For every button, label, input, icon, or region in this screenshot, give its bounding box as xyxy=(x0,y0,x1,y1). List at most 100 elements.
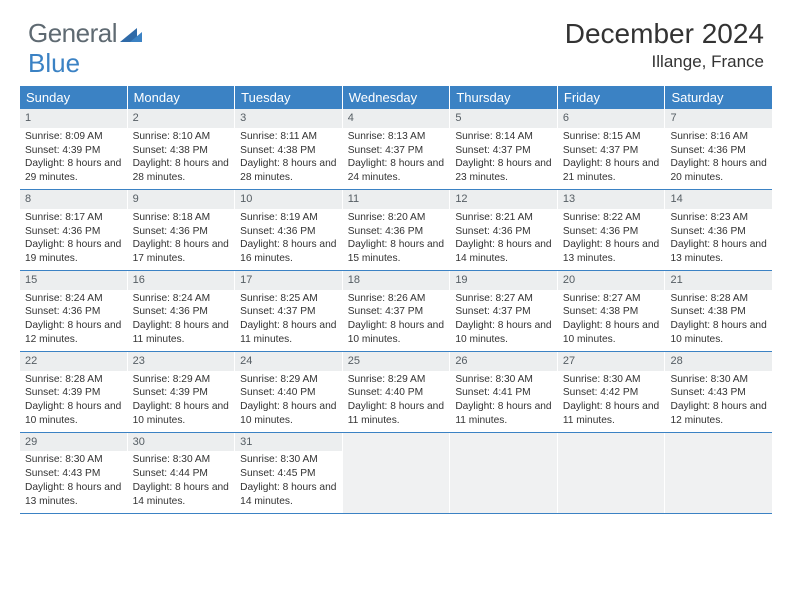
sunrise-text: Sunrise: 8:30 AM xyxy=(25,453,123,467)
day-number: 25 xyxy=(343,352,450,371)
day-number: 31 xyxy=(235,433,342,452)
daylight-text: Daylight: 8 hours and 24 minutes. xyxy=(348,157,446,185)
sunset-text: Sunset: 4:36 PM xyxy=(670,144,768,158)
day-cell: 3Sunrise: 8:11 AMSunset: 4:38 PMDaylight… xyxy=(235,109,343,189)
day-body: Sunrise: 8:29 AMSunset: 4:39 PMDaylight:… xyxy=(128,373,235,428)
daylight-text: Daylight: 8 hours and 23 minutes. xyxy=(455,157,553,185)
sunset-text: Sunset: 4:43 PM xyxy=(670,386,768,400)
week-row: 29Sunrise: 8:30 AMSunset: 4:43 PMDayligh… xyxy=(20,433,772,514)
brand-general: General xyxy=(28,18,117,49)
sunset-text: Sunset: 4:36 PM xyxy=(348,225,446,239)
daylight-text: Daylight: 8 hours and 17 minutes. xyxy=(133,238,231,266)
sunset-text: Sunset: 4:40 PM xyxy=(240,386,338,400)
day-cell: 20Sunrise: 8:27 AMSunset: 4:38 PMDayligh… xyxy=(558,271,666,351)
sunset-text: Sunset: 4:38 PM xyxy=(670,305,768,319)
day-number: 6 xyxy=(558,109,665,128)
sunrise-text: Sunrise: 8:30 AM xyxy=(563,373,661,387)
day-cell: 30Sunrise: 8:30 AMSunset: 4:44 PMDayligh… xyxy=(128,433,236,513)
day-number: 15 xyxy=(20,271,127,290)
sunset-text: Sunset: 4:37 PM xyxy=(455,144,553,158)
daylight-text: Daylight: 8 hours and 11 minutes. xyxy=(240,319,338,347)
sunrise-text: Sunrise: 8:16 AM xyxy=(670,130,768,144)
day-cell: 1Sunrise: 8:09 AMSunset: 4:39 PMDaylight… xyxy=(20,109,128,189)
daylight-text: Daylight: 8 hours and 13 minutes. xyxy=(670,238,768,266)
sunrise-text: Sunrise: 8:30 AM xyxy=(133,453,231,467)
day-cell: 27Sunrise: 8:30 AMSunset: 4:42 PMDayligh… xyxy=(558,352,666,432)
sunrise-text: Sunrise: 8:20 AM xyxy=(348,211,446,225)
day-cell: 18Sunrise: 8:26 AMSunset: 4:37 PMDayligh… xyxy=(343,271,451,351)
day-number: 8 xyxy=(20,190,127,209)
day-number: 5 xyxy=(450,109,557,128)
daylight-text: Daylight: 8 hours and 10 minutes. xyxy=(348,319,446,347)
daylight-text: Daylight: 8 hours and 10 minutes. xyxy=(25,400,123,428)
day-number: 10 xyxy=(235,190,342,209)
day-body: Sunrise: 8:14 AMSunset: 4:37 PMDaylight:… xyxy=(450,130,557,185)
day-body: Sunrise: 8:25 AMSunset: 4:37 PMDaylight:… xyxy=(235,292,342,347)
day-cell: 7Sunrise: 8:16 AMSunset: 4:36 PMDaylight… xyxy=(665,109,772,189)
sunrise-text: Sunrise: 8:10 AM xyxy=(133,130,231,144)
weekday-header: Thursday xyxy=(450,86,558,109)
day-body: Sunrise: 8:19 AMSunset: 4:36 PMDaylight:… xyxy=(235,211,342,266)
sunset-text: Sunset: 4:41 PM xyxy=(455,386,553,400)
day-cell: 16Sunrise: 8:24 AMSunset: 4:36 PMDayligh… xyxy=(128,271,236,351)
day-body: Sunrise: 8:21 AMSunset: 4:36 PMDaylight:… xyxy=(450,211,557,266)
day-cell: 9 Sunrise: 8:18 AMSunset: 4:36 PMDaylight… xyxy=(128,190,236,270)
day-cell: 2Sunrise: 8:10 AMSunset: 4:38 PMDaylight… xyxy=(128,109,236,189)
daylight-text: Daylight: 8 hours and 14 minutes. xyxy=(133,481,231,509)
daylight-text: Daylight: 8 hours and 11 minutes. xyxy=(563,400,661,428)
sunrise-text: Sunrise: 8:27 AM xyxy=(563,292,661,306)
sunset-text: Sunset: 4:36 PM xyxy=(25,305,123,319)
sunset-text: Sunset: 4:36 PM xyxy=(240,225,338,239)
day-body: Sunrise: 8:30 AMSunset: 4:43 PMDaylight:… xyxy=(665,373,772,428)
day-cell: 21Sunrise: 8:28 AMSunset: 4:38 PMDayligh… xyxy=(665,271,772,351)
sunrise-text: Sunrise: 8:24 AM xyxy=(133,292,231,306)
day-number: 19 xyxy=(450,271,557,290)
sunrise-text: Sunrise: 8:22 AM xyxy=(563,211,661,225)
sunset-text: Sunset: 4:39 PM xyxy=(25,386,123,400)
daylight-text: Daylight: 8 hours and 11 minutes. xyxy=(348,400,446,428)
sunset-text: Sunset: 4:39 PM xyxy=(25,144,123,158)
daylight-text: Daylight: 8 hours and 15 minutes. xyxy=(348,238,446,266)
daylight-text: Daylight: 8 hours and 14 minutes. xyxy=(240,481,338,509)
sunrise-text: Sunrise: 8:11 AM xyxy=(240,130,338,144)
day-cell: 5 Sunrise: 8:14 AMSunset: 4:37 PMDaylight… xyxy=(450,109,558,189)
sunset-text: Sunset: 4:37 PM xyxy=(563,144,661,158)
sunset-text: Sunset: 4:38 PM xyxy=(133,144,231,158)
daylight-text: Daylight: 8 hours and 11 minutes. xyxy=(133,319,231,347)
day-number: 29 xyxy=(20,433,127,452)
day-body: Sunrise: 8:27 AMSunset: 4:38 PMDaylight:… xyxy=(558,292,665,347)
day-cell: 17Sunrise: 8:25 AMSunset: 4:37 PMDayligh… xyxy=(235,271,343,351)
daylight-text: Daylight: 8 hours and 10 minutes. xyxy=(670,319,768,347)
day-body: Sunrise: 8:11 AMSunset: 4:38 PMDaylight:… xyxy=(235,130,342,185)
day-body: Sunrise: 8:30 AMSunset: 4:42 PMDaylight:… xyxy=(558,373,665,428)
sunrise-text: Sunrise: 8:26 AM xyxy=(348,292,446,306)
calendar-weeks: 1Sunrise: 8:09 AMSunset: 4:39 PMDaylight… xyxy=(20,109,772,514)
day-number: 1 xyxy=(20,109,127,128)
week-row: 1Sunrise: 8:09 AMSunset: 4:39 PMDaylight… xyxy=(20,109,772,190)
day-cell: 29Sunrise: 8:30 AMSunset: 4:43 PMDayligh… xyxy=(20,433,128,513)
day-cell: 13Sunrise: 8:22 AMSunset: 4:36 PMDayligh… xyxy=(558,190,666,270)
sunrise-text: Sunrise: 8:19 AM xyxy=(240,211,338,225)
daylight-text: Daylight: 8 hours and 10 minutes. xyxy=(133,400,231,428)
sunrise-text: Sunrise: 8:24 AM xyxy=(25,292,123,306)
day-body: Sunrise: 8:18 AMSunset: 4:36 PMDaylight:… xyxy=(128,211,235,266)
weekday-header: Friday xyxy=(558,86,666,109)
day-cell-empty xyxy=(665,433,772,513)
calendar: SundayMondayTuesdayWednesdayThursdayFrid… xyxy=(0,80,792,514)
daylight-text: Daylight: 8 hours and 10 minutes. xyxy=(455,319,553,347)
sunrise-text: Sunrise: 8:30 AM xyxy=(455,373,553,387)
day-body: Sunrise: 8:20 AMSunset: 4:36 PMDaylight:… xyxy=(343,211,450,266)
day-body: Sunrise: 8:24 AMSunset: 4:36 PMDaylight:… xyxy=(20,292,127,347)
day-cell: 22Sunrise: 8:28 AMSunset: 4:39 PMDayligh… xyxy=(20,352,128,432)
daylight-text: Daylight: 8 hours and 21 minutes. xyxy=(563,157,661,185)
weekday-header: Monday xyxy=(128,86,236,109)
sunrise-text: Sunrise: 8:17 AM xyxy=(25,211,123,225)
sunrise-text: Sunrise: 8:25 AM xyxy=(240,292,338,306)
sunrise-text: Sunrise: 8:29 AM xyxy=(240,373,338,387)
daylight-text: Daylight: 8 hours and 13 minutes. xyxy=(563,238,661,266)
day-body: Sunrise: 8:26 AMSunset: 4:37 PMDaylight:… xyxy=(343,292,450,347)
day-cell: 10 Sunrise: 8:19 AMSunset: 4:36 PMDayligh… xyxy=(235,190,343,270)
day-cell: 28Sunrise: 8:30 AMSunset: 4:43 PMDayligh… xyxy=(665,352,772,432)
day-number: 9 xyxy=(128,190,235,209)
weekday-header: Saturday xyxy=(665,86,772,109)
